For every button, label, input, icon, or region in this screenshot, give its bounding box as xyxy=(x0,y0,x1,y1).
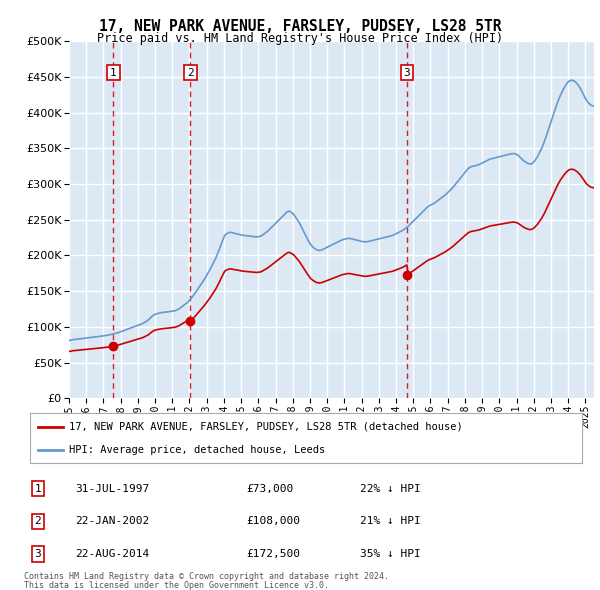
Text: 22-JAN-2002: 22-JAN-2002 xyxy=(75,516,149,526)
Text: HPI: Average price, detached house, Leeds: HPI: Average price, detached house, Leed… xyxy=(68,445,325,455)
Text: £172,500: £172,500 xyxy=(246,549,300,559)
Text: 2: 2 xyxy=(35,516,41,526)
Text: 2: 2 xyxy=(187,68,194,78)
Text: 22-AUG-2014: 22-AUG-2014 xyxy=(75,549,149,559)
Text: 17, NEW PARK AVENUE, FARSLEY, PUDSEY, LS28 5TR: 17, NEW PARK AVENUE, FARSLEY, PUDSEY, LS… xyxy=(99,19,501,34)
Text: £108,000: £108,000 xyxy=(246,516,300,526)
Text: This data is licensed under the Open Government Licence v3.0.: This data is licensed under the Open Gov… xyxy=(24,581,329,589)
Text: 35% ↓ HPI: 35% ↓ HPI xyxy=(360,549,421,559)
Text: 3: 3 xyxy=(404,68,410,78)
Text: 1: 1 xyxy=(35,484,41,494)
Text: 1: 1 xyxy=(110,68,117,78)
Text: 31-JUL-1997: 31-JUL-1997 xyxy=(75,484,149,494)
Text: 3: 3 xyxy=(35,549,41,559)
Text: 22% ↓ HPI: 22% ↓ HPI xyxy=(360,484,421,494)
Text: Price paid vs. HM Land Registry's House Price Index (HPI): Price paid vs. HM Land Registry's House … xyxy=(97,32,503,45)
Text: 17, NEW PARK AVENUE, FARSLEY, PUDSEY, LS28 5TR (detached house): 17, NEW PARK AVENUE, FARSLEY, PUDSEY, LS… xyxy=(68,421,463,431)
Text: Contains HM Land Registry data © Crown copyright and database right 2024.: Contains HM Land Registry data © Crown c… xyxy=(24,572,389,581)
Text: 21% ↓ HPI: 21% ↓ HPI xyxy=(360,516,421,526)
Text: £73,000: £73,000 xyxy=(246,484,293,494)
